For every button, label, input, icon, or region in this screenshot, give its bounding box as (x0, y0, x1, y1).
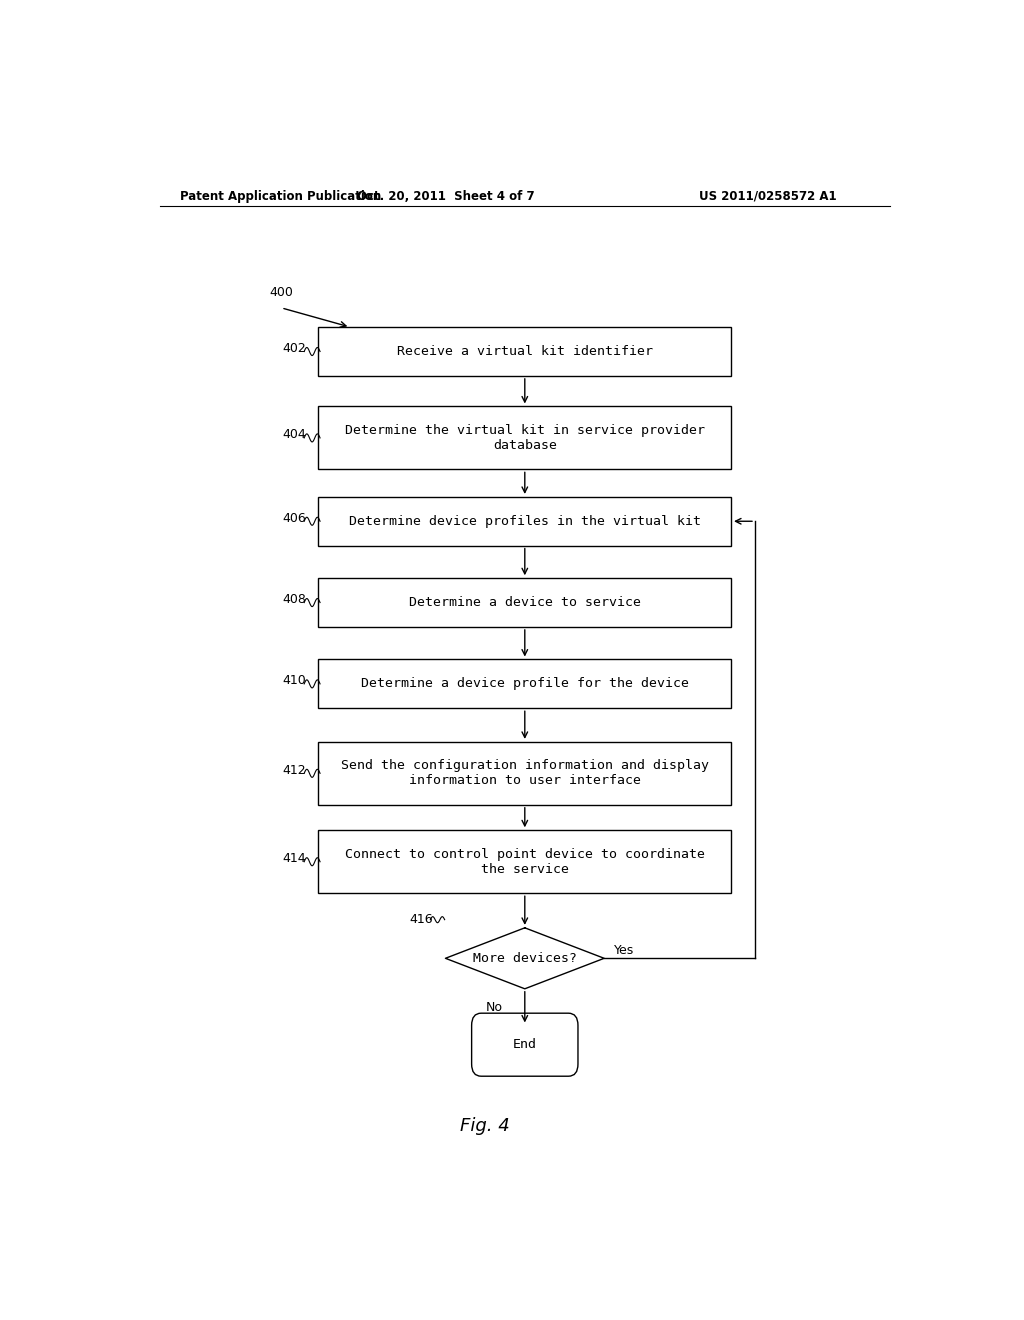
Text: 404: 404 (283, 429, 306, 441)
Text: 416: 416 (410, 913, 433, 927)
Text: Yes: Yes (613, 944, 634, 957)
Text: 406: 406 (283, 512, 306, 525)
FancyBboxPatch shape (318, 830, 731, 894)
FancyBboxPatch shape (318, 407, 731, 470)
Text: Connect to control point device to coordinate
the service: Connect to control point device to coord… (345, 847, 705, 875)
Text: US 2011/0258572 A1: US 2011/0258572 A1 (699, 190, 837, 202)
Text: No: No (486, 1001, 503, 1014)
FancyBboxPatch shape (318, 578, 731, 627)
Text: 402: 402 (283, 342, 306, 355)
Text: End: End (513, 1039, 537, 1051)
Text: Determine a device profile for the device: Determine a device profile for the devic… (360, 677, 689, 690)
Text: Patent Application Publication: Patent Application Publication (179, 190, 381, 202)
Text: More devices?: More devices? (473, 952, 577, 965)
Text: Send the configuration information and display
information to user interface: Send the configuration information and d… (341, 759, 709, 787)
Text: Determine the virtual kit in service provider
database: Determine the virtual kit in service pro… (345, 424, 705, 451)
Text: Oct. 20, 2011  Sheet 4 of 7: Oct. 20, 2011 Sheet 4 of 7 (356, 190, 535, 202)
FancyBboxPatch shape (318, 742, 731, 805)
FancyBboxPatch shape (472, 1014, 578, 1076)
Text: 408: 408 (283, 593, 306, 606)
Text: 414: 414 (283, 853, 306, 865)
Text: 412: 412 (283, 764, 306, 776)
Text: 400: 400 (269, 286, 293, 300)
FancyBboxPatch shape (318, 660, 731, 709)
Text: Determine device profiles in the virtual kit: Determine device profiles in the virtual… (349, 515, 700, 528)
FancyBboxPatch shape (318, 496, 731, 545)
Text: Receive a virtual kit identifier: Receive a virtual kit identifier (396, 345, 653, 358)
Text: Fig. 4: Fig. 4 (460, 1117, 510, 1135)
Text: 410: 410 (283, 675, 306, 688)
FancyBboxPatch shape (318, 327, 731, 376)
Text: Determine a device to service: Determine a device to service (409, 597, 641, 609)
